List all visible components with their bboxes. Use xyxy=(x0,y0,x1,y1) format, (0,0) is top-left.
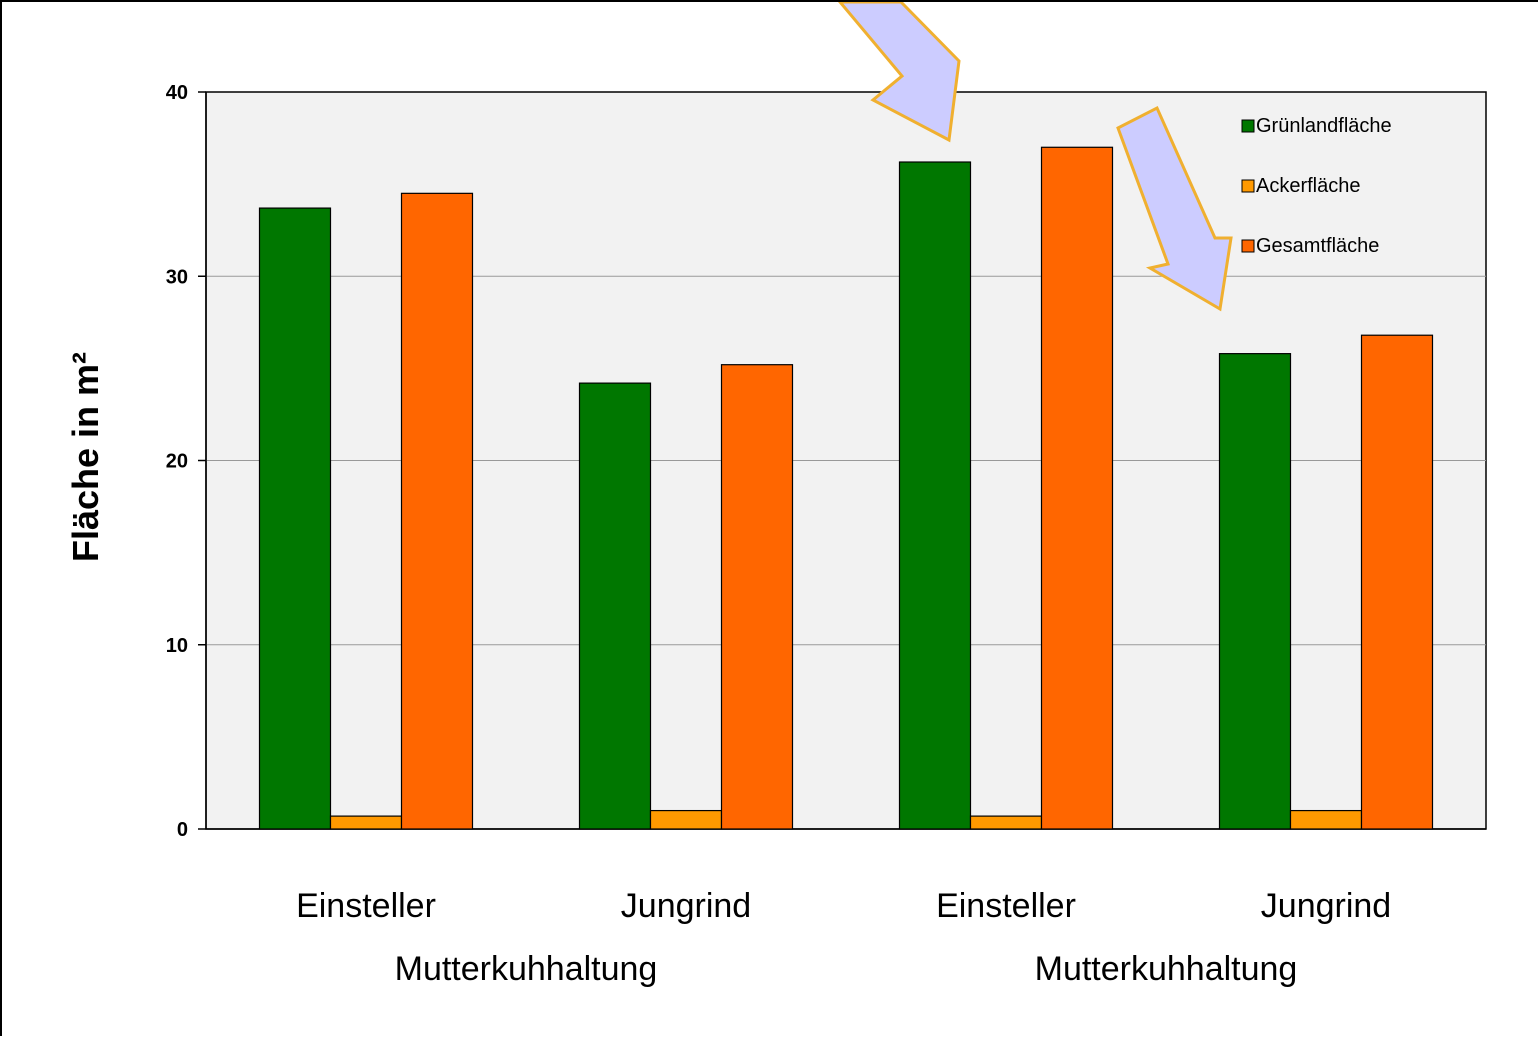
bar-gesamtfläche-2 xyxy=(720,364,794,830)
y-tick-label: 10 xyxy=(166,635,188,657)
annotation-arrow xyxy=(1116,105,1233,312)
x-group-label: Mutterkuhhaltung xyxy=(1035,950,1298,988)
y-tick-label: 0 xyxy=(177,819,188,841)
bar-gesamtfläche-4 xyxy=(1360,334,1434,830)
bar-ackerfläche-3 xyxy=(969,815,1043,830)
legend-swatch xyxy=(1241,179,1255,193)
bar-ackerfläche-2 xyxy=(649,809,723,830)
bar-gesamtfläche-3 xyxy=(1040,146,1114,830)
bar-grünlandfläche-2 xyxy=(578,382,652,830)
bar-grünlandfläche-4 xyxy=(1218,353,1292,830)
annotation-arrow xyxy=(838,2,961,143)
x-category-label: Jungrind xyxy=(621,887,751,925)
y-tick-label: 20 xyxy=(166,451,188,473)
y-tick-label: 40 xyxy=(166,82,188,104)
bar-ackerfläche-4 xyxy=(1289,809,1363,830)
y-axis-title: Fläche in m² xyxy=(65,352,106,562)
category-labels: Einsteller Jungrind Einsteller Jungrind Mutt… xyxy=(296,887,1391,988)
annotation-arrows xyxy=(838,2,1233,312)
x-category-label: Jungrind xyxy=(1261,887,1391,925)
x-category-label: Einsteller xyxy=(936,887,1076,925)
bar-ackerfläche-1 xyxy=(329,815,403,830)
legend-label: Gesamtfläche xyxy=(1256,235,1379,257)
legend-label: Grünlandfläche xyxy=(1256,115,1392,137)
legend-swatch xyxy=(1241,239,1255,253)
legend-swatch xyxy=(1241,119,1255,133)
bar-grünlandfläche-1 xyxy=(258,207,332,830)
x-category-label: Einsteller xyxy=(296,887,436,925)
bar-grünlandfläche-3 xyxy=(898,161,972,830)
legend-label: Ackerfläche xyxy=(1256,175,1361,197)
bar-gesamtfläche-1 xyxy=(400,192,474,830)
x-group-label: Mutterkuhhaltung xyxy=(395,950,658,988)
legend: Grünlandfläche Ackerfläche Gesamtfläche xyxy=(1241,115,1392,257)
y-tick-label: 30 xyxy=(166,266,188,288)
bars xyxy=(258,146,1434,830)
